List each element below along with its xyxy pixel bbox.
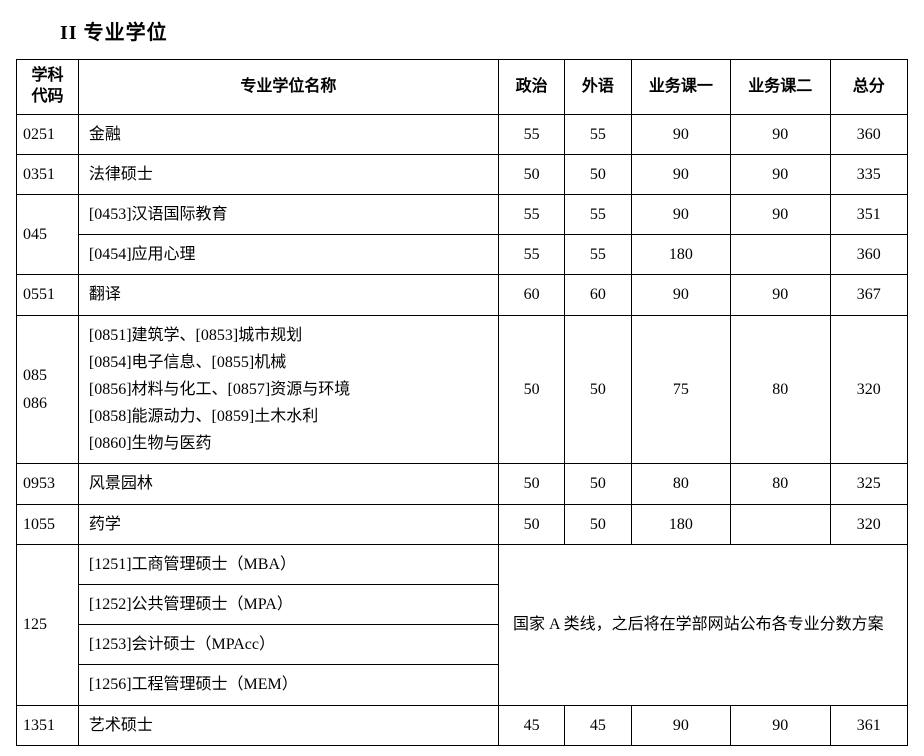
cell-politics: 55 <box>498 235 564 275</box>
cell-name: 艺术硕士 <box>78 705 498 745</box>
cell-total: 351 <box>830 194 907 234</box>
cell-name: 风景园林 <box>78 464 498 504</box>
cell-name: 药学 <box>78 504 498 544</box>
cell-subject2: 90 <box>731 705 830 745</box>
cell-name: 法律硕士 <box>78 154 498 194</box>
cell-code: 125 <box>17 544 79 705</box>
cell-foreign: 55 <box>565 235 631 275</box>
cell-subject1: 75 <box>631 315 730 464</box>
cell-subject1: 90 <box>631 194 730 234</box>
header-total: 总分 <box>830 60 907 115</box>
header-row: 学科 代码 专业学位名称 政治 外语 业务课一 业务课二 总分 <box>17 60 908 115</box>
cell-name: [1256]工程管理硕士（MEM） <box>78 665 498 705</box>
cell-code: 1351 <box>17 705 79 745</box>
table-row: 0251 金融 55 55 90 90 360 <box>17 114 908 154</box>
header-politics: 政治 <box>498 60 564 115</box>
table-row: 1055 药学 50 50 180 320 <box>17 504 908 544</box>
table-row: 0953 风景园林 50 50 80 80 325 <box>17 464 908 504</box>
cell-subject2 <box>731 504 830 544</box>
cell-code: 045 <box>17 194 79 274</box>
cell-politics: 60 <box>498 275 564 315</box>
cell-foreign: 55 <box>565 114 631 154</box>
cell-foreign: 50 <box>565 464 631 504</box>
header-subject2: 业务课二 <box>731 60 830 115</box>
cell-politics: 50 <box>498 315 564 464</box>
cell-subject1: 90 <box>631 154 730 194</box>
section-title: II 专业学位 <box>60 16 908 45</box>
table-row: 0351 法律硕士 50 50 90 90 335 <box>17 154 908 194</box>
cell-foreign: 50 <box>565 315 631 464</box>
cell-subject1: 180 <box>631 504 730 544</box>
cell-code: 0551 <box>17 275 79 315</box>
cell-foreign: 50 <box>565 154 631 194</box>
cell-name: 金融 <box>78 114 498 154</box>
cell-subject2: 90 <box>731 275 830 315</box>
cell-subject2 <box>731 235 830 275</box>
cell-subject2: 90 <box>731 194 830 234</box>
cell-total: 360 <box>830 235 907 275</box>
cell-subject1: 80 <box>631 464 730 504</box>
cell-name: 翻译 <box>78 275 498 315</box>
score-table: 学科 代码 专业学位名称 政治 外语 业务课一 业务课二 总分 0251 金融 … <box>16 59 908 746</box>
cell-name: [1253]会计硕士（MPAcc） <box>78 625 498 665</box>
cell-subject2: 80 <box>731 315 830 464</box>
cell-code: 085 086 <box>17 315 79 464</box>
cell-name: [0851]建筑学、[0853]城市规划 [0854]电子信息、[0855]机械… <box>78 315 498 464</box>
cell-name: [1252]公共管理硕士（MPA） <box>78 585 498 625</box>
table-row: 1351 艺术硕士 45 45 90 90 361 <box>17 705 908 745</box>
table-row: 085 086 [0851]建筑学、[0853]城市规划 [0854]电子信息、… <box>17 315 908 464</box>
cell-name: [0453]汉语国际教育 <box>78 194 498 234</box>
cell-code: 1055 <box>17 504 79 544</box>
cell-politics: 55 <box>498 194 564 234</box>
cell-subject1: 90 <box>631 114 730 154</box>
cell-total: 360 <box>830 114 907 154</box>
cell-total: 320 <box>830 504 907 544</box>
table-row: 0551 翻译 60 60 90 90 367 <box>17 275 908 315</box>
table-row: 125 [1251]工商管理硕士（MBA） 国家 A 类线，之后将在学部网站公布… <box>17 544 908 584</box>
cell-code: 0953 <box>17 464 79 504</box>
table-row: 045 [0453]汉语国际教育 55 55 90 90 351 <box>17 194 908 234</box>
cell-subject2: 90 <box>731 154 830 194</box>
cell-politics: 50 <box>498 504 564 544</box>
header-code: 学科 代码 <box>17 60 79 115</box>
cell-subject2: 80 <box>731 464 830 504</box>
cell-foreign: 45 <box>565 705 631 745</box>
cell-total: 361 <box>830 705 907 745</box>
cell-subject1: 90 <box>631 275 730 315</box>
cell-total: 320 <box>830 315 907 464</box>
cell-code: 0351 <box>17 154 79 194</box>
header-foreign: 外语 <box>565 60 631 115</box>
cell-code: 0251 <box>17 114 79 154</box>
cell-politics: 50 <box>498 464 564 504</box>
cell-name: [1251]工商管理硕士（MBA） <box>78 544 498 584</box>
cell-subject2: 90 <box>731 114 830 154</box>
cell-politics: 55 <box>498 114 564 154</box>
cell-name: [0454]应用心理 <box>78 235 498 275</box>
cell-total: 367 <box>830 275 907 315</box>
cell-subject1: 180 <box>631 235 730 275</box>
cell-foreign: 60 <box>565 275 631 315</box>
cell-foreign: 50 <box>565 504 631 544</box>
table-row: [0454]应用心理 55 55 180 360 <box>17 235 908 275</box>
header-subject1: 业务课一 <box>631 60 730 115</box>
cell-total: 335 <box>830 154 907 194</box>
cell-politics: 45 <box>498 705 564 745</box>
cell-note: 国家 A 类线，之后将在学部网站公布各专业分数方案 <box>498 544 907 705</box>
cell-subject1: 90 <box>631 705 730 745</box>
cell-politics: 50 <box>498 154 564 194</box>
cell-foreign: 55 <box>565 194 631 234</box>
header-name: 专业学位名称 <box>78 60 498 115</box>
cell-total: 325 <box>830 464 907 504</box>
